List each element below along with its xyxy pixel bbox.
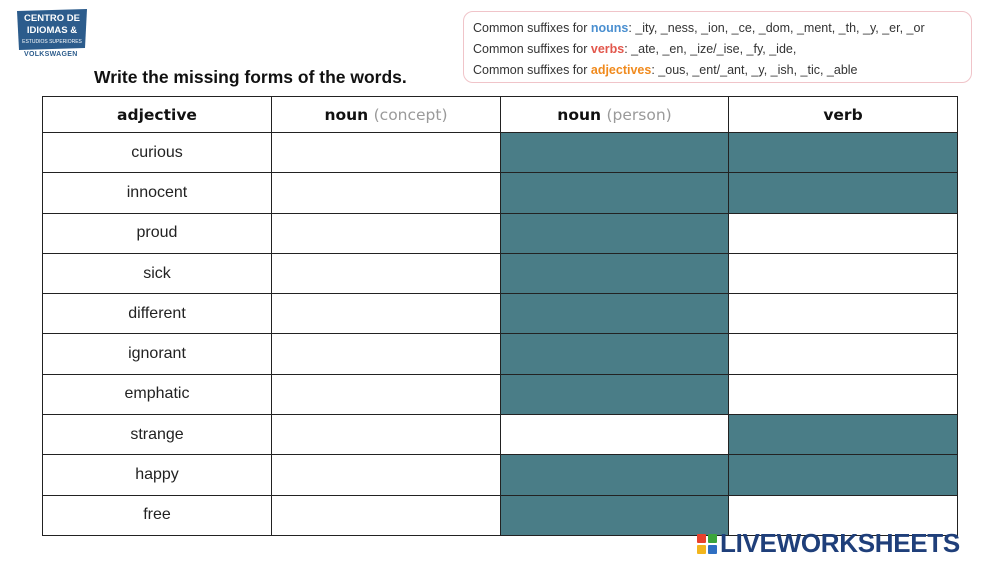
suffix-line-adjectives: Common suffixes for adjectives: _ous, _e… [473, 60, 971, 81]
noun-concept-input[interactable] [271, 293, 501, 335]
table-row: emphatic [42, 373, 958, 416]
table-row: ignorant [42, 333, 958, 375]
header-noun-concept: noun (concept) [271, 96, 501, 133]
verb-input[interactable] [728, 373, 958, 416]
suffix-keyword-nouns: nouns [590, 21, 629, 35]
blocked-cell [500, 373, 729, 416]
noun-concept-input[interactable] [271, 373, 501, 416]
suffix-line-nouns: Common suffixes for nouns: _ity, _ness, … [473, 18, 971, 39]
header-label: noun [557, 105, 602, 124]
noun-concept-input[interactable] [271, 494, 501, 536]
blocked-cell [728, 131, 958, 174]
adjective-cell: innocent [42, 172, 272, 214]
noun-concept-input[interactable] [271, 131, 501, 174]
table-row: strange [42, 414, 958, 456]
adjective-cell: emphatic [42, 373, 272, 416]
table-row: happy [42, 454, 958, 496]
table-row: sick [42, 252, 958, 295]
blocked-cell [500, 333, 729, 375]
table-row: innocent [42, 172, 958, 214]
table-row: proud [42, 212, 958, 254]
suffix-reference-box: Common suffixes for nouns: _ity, _ness, … [463, 11, 972, 83]
blocked-cell [500, 494, 729, 536]
adjective-cell: curious [42, 131, 272, 174]
header-label: verb [823, 105, 863, 124]
adjective-cell: happy [42, 454, 272, 496]
blocked-cell [500, 252, 729, 295]
adjective-cell: ignorant [42, 333, 272, 375]
verb-input[interactable] [728, 252, 958, 295]
noun-concept-input[interactable] [271, 414, 501, 456]
adjective-cell: sick [42, 252, 272, 295]
verb-input[interactable] [728, 494, 958, 536]
logo-line-3: ESTUDIOS SUPERIORES [22, 39, 82, 45]
header-qualifier: (concept) [373, 105, 448, 124]
blocked-cell [728, 454, 958, 496]
school-logo: CENTRO DE IDIOMAS & ESTUDIOS SUPERIORES [17, 9, 87, 50]
suffix-list-verbs: : _ate, _en, _ize/_ise, _fy, _ide, [624, 42, 797, 56]
blocked-cell [500, 454, 729, 496]
header-qualifier: (person) [606, 105, 672, 124]
header-verb: verb [728, 96, 958, 133]
noun-concept-input[interactable] [271, 252, 501, 295]
logo-line-1: CENTRO DE [24, 13, 80, 24]
adjective-cell: free [42, 494, 272, 536]
header-label: noun [324, 105, 369, 124]
blocked-cell [500, 293, 729, 335]
table-row: free [42, 494, 958, 536]
noun-concept-input[interactable] [271, 454, 501, 496]
blocked-cell [728, 172, 958, 214]
blocked-cell [500, 212, 729, 254]
verb-input[interactable] [728, 293, 958, 335]
suffix-prefix: Common suffixes for [473, 42, 591, 56]
blocked-cell [728, 414, 958, 456]
noun-person-input[interactable] [500, 414, 729, 456]
suffix-line-verbs: Common suffixes for verbs: _ate, _en, _i… [473, 39, 971, 60]
verb-input[interactable] [728, 212, 958, 254]
suffix-list-adjectives: : _ous, _ent/_ant, _y, _ish, _tic, _able [651, 63, 858, 77]
suffix-prefix: Common suffixes for [473, 63, 591, 77]
noun-concept-input[interactable] [271, 333, 501, 375]
table-row: curious [42, 131, 958, 174]
adjective-cell: different [42, 293, 272, 335]
header-label: adjective [117, 105, 197, 124]
liveworksheets-watermark: LIVEWORKSHEETS [697, 528, 960, 559]
logo-line-2: IDIOMAS & [27, 25, 77, 36]
noun-concept-input[interactable] [271, 172, 501, 214]
suffix-keyword-adjectives: adjectives [590, 63, 652, 77]
suffix-keyword-verbs: verbs [590, 42, 625, 56]
suffix-list-nouns: : _ity, _ness, _ion, _ce, _dom, _ment, _… [628, 21, 925, 35]
blocked-cell [500, 131, 729, 174]
watermark-text: LIVEWORKSHEETS [720, 528, 960, 558]
word-forms-table: adjective noun (concept) noun (person) v… [42, 96, 958, 536]
suffix-prefix: Common suffixes for [473, 21, 591, 35]
header-adjective: adjective [42, 96, 272, 133]
adjective-cell: strange [42, 414, 272, 456]
header-noun-person: noun (person) [500, 96, 729, 133]
verb-input[interactable] [728, 333, 958, 375]
instruction-heading: Write the missing forms of the words. [94, 67, 407, 87]
noun-concept-input[interactable] [271, 212, 501, 254]
table-header-row: adjective noun (concept) noun (person) v… [42, 96, 958, 133]
adjective-cell: proud [42, 212, 272, 254]
table-row: different [42, 293, 958, 335]
liveworksheets-logo-icon [697, 533, 717, 554]
blocked-cell [500, 172, 729, 214]
logo-subtitle: VOLKSWAGEN [24, 51, 78, 58]
